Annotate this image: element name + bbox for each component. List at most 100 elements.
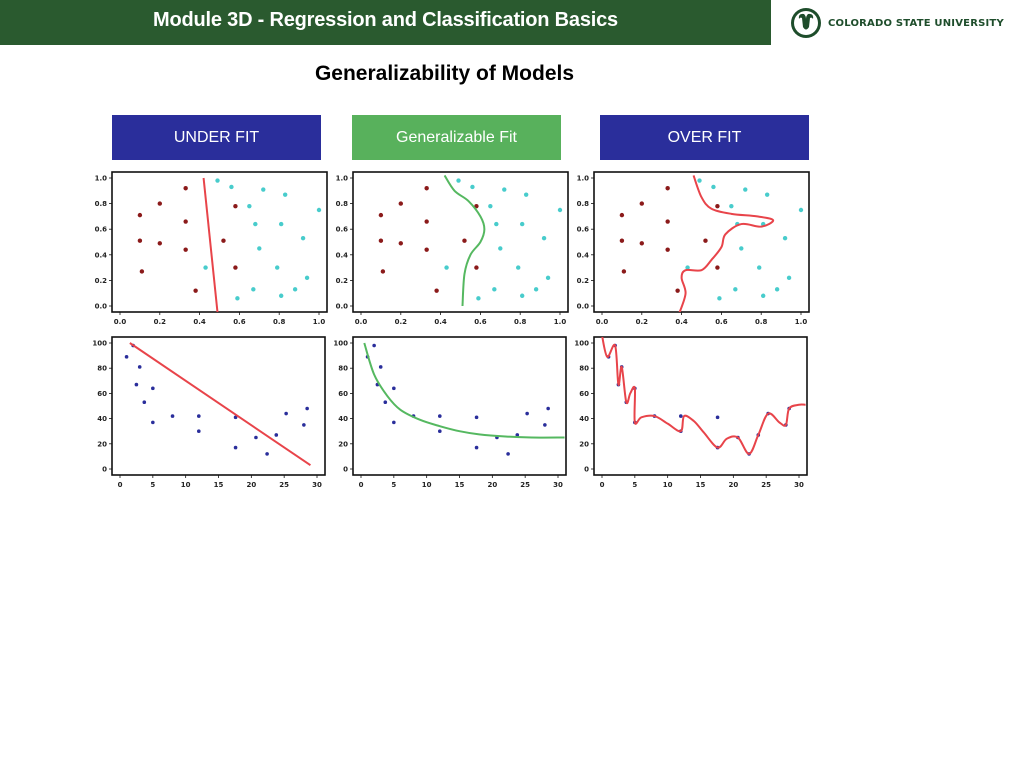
data-point	[470, 184, 475, 190]
y-tick-label: 80	[579, 365, 589, 373]
x-tick-label: 1.0	[313, 318, 326, 326]
x-tick-label: 5	[150, 481, 155, 489]
data-point	[233, 265, 238, 270]
underfit-label: UNDER FIT	[112, 115, 321, 160]
data-point	[378, 365, 383, 369]
x-tick-label: 15	[455, 481, 465, 489]
data-point	[305, 406, 309, 411]
y-tick-label: 0.6	[336, 226, 349, 234]
overfit-label-text: OVER FIT	[667, 128, 742, 146]
y-tick-label: 100	[92, 340, 107, 348]
y-tick-label: 40	[579, 415, 589, 423]
data-point	[235, 296, 240, 301]
module-title: Module 3D - Regression and Classificatio…	[153, 9, 618, 31]
y-tick-label: 100	[333, 340, 348, 348]
data-point	[619, 238, 625, 243]
y-tick-label: 0.4	[336, 251, 349, 259]
data-point	[488, 203, 493, 209]
data-point	[533, 287, 539, 292]
data-point	[665, 247, 670, 252]
fit-line	[443, 174, 486, 307]
data-point	[170, 414, 175, 418]
data-point	[739, 246, 744, 251]
y-tick-label: 0.0	[95, 303, 108, 311]
data-point	[251, 287, 256, 292]
data-point	[546, 406, 550, 411]
generalizable-classification-chart: 0.0 0.2 0.4 0.6 0.8 1.0 0.0 0.2 0.4 0.6 0.8 1.0	[336, 171, 569, 326]
data-point	[438, 414, 442, 418]
data-point	[183, 219, 188, 224]
data-point	[424, 219, 429, 224]
data-point	[424, 247, 429, 252]
data-point	[621, 269, 627, 274]
header-bar: Module 3D - Regression and Classificatio…	[0, 0, 771, 45]
underfit-regression-chart: 0 5 10 15 20 25 30 0 20 40 60 80 100	[92, 336, 326, 489]
data-point	[316, 207, 322, 213]
x-tick-label: 15	[696, 481, 706, 489]
data-point	[257, 246, 262, 251]
fit-line	[601, 337, 806, 455]
data-point	[665, 219, 670, 224]
y-tick-label: 1.0	[577, 175, 590, 183]
data-point	[619, 212, 625, 218]
data-point	[197, 429, 201, 433]
data-point	[265, 452, 269, 456]
data-point	[444, 265, 449, 270]
data-point	[492, 287, 497, 292]
data-point	[639, 241, 644, 246]
data-point	[456, 178, 461, 183]
data-point	[476, 296, 481, 301]
data-point	[733, 287, 738, 292]
x-tick-label: 0.8	[273, 318, 286, 326]
x-tick-label: 0.0	[355, 318, 368, 326]
fit-line	[202, 177, 219, 312]
data-point	[494, 221, 499, 227]
data-point	[261, 187, 266, 192]
y-tick-label: 0.6	[577, 226, 590, 234]
data-point	[197, 414, 201, 418]
data-point	[275, 265, 280, 270]
x-tick-label: 0.2	[154, 318, 167, 326]
y-tick-label: 0.8	[95, 200, 108, 208]
data-point	[516, 265, 521, 270]
data-point	[715, 265, 720, 270]
data-point	[137, 238, 143, 243]
x-tick-label: 25	[520, 481, 530, 489]
data-point	[378, 212, 384, 218]
data-point	[233, 415, 238, 420]
data-point	[764, 192, 770, 197]
y-tick-label: 60	[579, 390, 589, 398]
data-point	[543, 423, 547, 427]
plot-frame	[111, 171, 328, 313]
data-point	[372, 343, 376, 348]
x-tick-label: 30	[312, 481, 322, 489]
data-point	[679, 414, 683, 418]
y-tick-label: 100	[574, 340, 589, 348]
underfit-label-text: UNDER FIT	[173, 128, 260, 146]
data-point	[502, 187, 507, 192]
slide-title: Generalizability of Models	[314, 62, 575, 85]
data-point	[498, 246, 503, 251]
data-point	[221, 238, 226, 243]
x-tick-label: 20	[246, 481, 256, 489]
data-point	[380, 269, 386, 274]
y-tick-label: 40	[97, 415, 107, 423]
data-point	[541, 235, 547, 241]
data-point	[193, 288, 198, 293]
y-tick-label: 0.2	[336, 277, 349, 285]
y-tick-label: 0.0	[336, 303, 349, 311]
overfit-label: OVER FIT	[600, 115, 809, 160]
data-point	[142, 400, 147, 405]
x-tick-label: 5	[391, 481, 396, 489]
data-point	[760, 293, 766, 298]
y-tick-label: 0.6	[95, 226, 108, 234]
x-tick-label: 25	[279, 481, 289, 489]
generalizable-fit-label: Generalizable Fit	[352, 115, 561, 160]
y-tick-label: 20	[97, 440, 107, 448]
data-point	[462, 238, 467, 243]
data-point	[685, 265, 690, 270]
x-tick-label: 20	[487, 481, 497, 489]
y-tick-label: 1.0	[95, 175, 108, 183]
data-point	[139, 269, 145, 274]
data-point	[711, 184, 716, 190]
